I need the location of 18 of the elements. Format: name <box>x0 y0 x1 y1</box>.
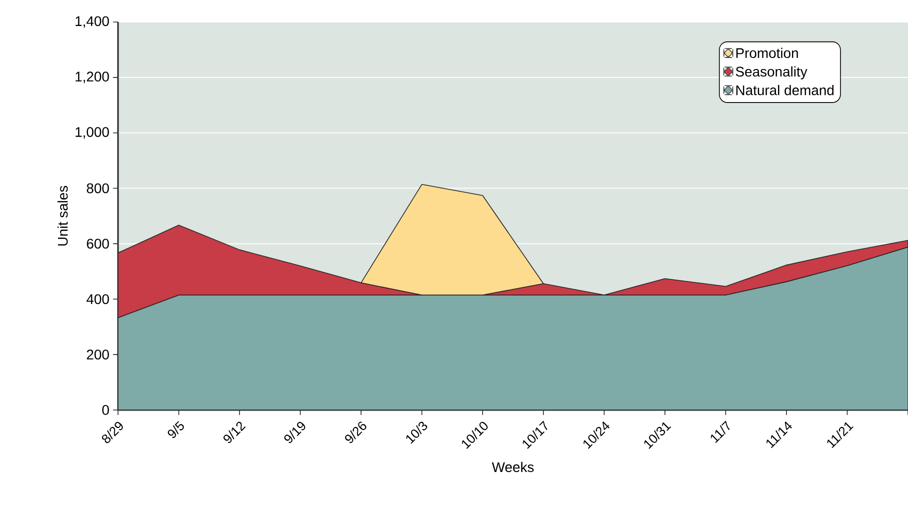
x-tick-label: 8/29 <box>102 422 123 444</box>
y-tick-label: 0 <box>102 405 109 415</box>
y-tick-label: 1,400 <box>76 16 109 28</box>
y-tick-label: 800 <box>86 183 109 194</box>
y-axis-title: Unit sales <box>57 186 68 246</box>
legend-label: Promotion <box>736 48 798 58</box>
y-tick-label: 200 <box>86 350 109 360</box>
x-tick-label: 9/12 <box>224 422 246 444</box>
legend-label: Seasonality <box>736 66 808 80</box>
x-axis-title: Weeks <box>492 462 534 472</box>
y-tick-label: 600 <box>86 238 109 249</box>
y-tick-label: 1,200 <box>76 72 109 84</box>
x-tick-label: 9/19 <box>284 422 306 444</box>
legend-label: Natural demand <box>736 84 834 96</box>
y-tick-label: 1,000 <box>76 127 109 139</box>
x-tick-label: 9/5 <box>168 421 184 438</box>
x-tick-label: 9/26 <box>345 422 366 444</box>
y-tick-label: 400 <box>86 294 109 304</box>
